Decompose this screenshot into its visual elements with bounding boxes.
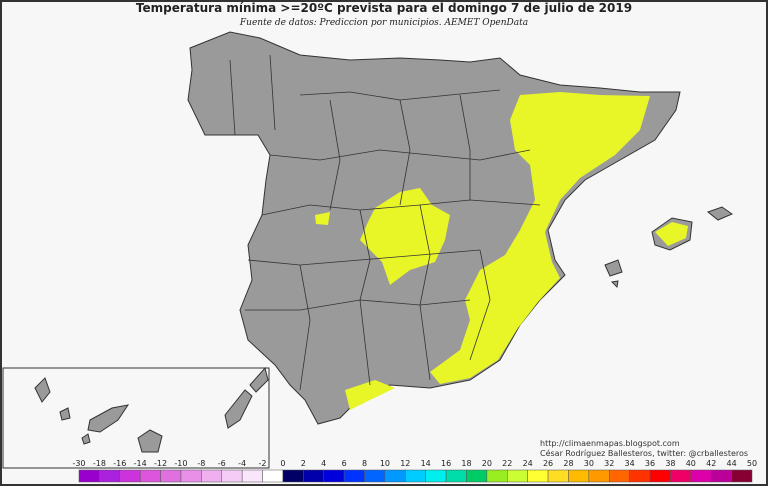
legend-label: -10 <box>174 459 187 468</box>
peninsula <box>187 31 681 425</box>
map-subtitle: Fuente de datos: Prediccion por municipi… <box>239 18 528 28</box>
warm-zone-east <box>430 92 650 384</box>
legend-label: 30 <box>584 459 594 468</box>
legend-label: 50 <box>747 459 757 468</box>
legend-label: 24 <box>523 459 533 468</box>
legend-swatch <box>201 469 223 483</box>
legend-swatch <box>568 469 590 483</box>
legend-swatch <box>262 469 284 483</box>
legend-label: 32 <box>604 459 614 468</box>
warm-zone-center <box>360 188 450 285</box>
legend-label: 36 <box>645 459 655 468</box>
legend-swatch <box>323 469 345 483</box>
legend-swatch <box>507 469 528 483</box>
legend-label: 38 <box>665 459 675 468</box>
legend-swatch <box>690 469 712 483</box>
legend-swatch <box>119 469 141 483</box>
legend-label: -16 <box>113 459 126 468</box>
province-borders <box>229 54 541 391</box>
legend-label: 22 <box>502 459 512 468</box>
legend-swatch <box>139 469 161 483</box>
legend-label: 18 <box>461 459 471 468</box>
legend-label: -18 <box>93 459 106 468</box>
credit-url: http://climaenmapas.blogspot.com <box>540 439 680 448</box>
legend-swatch <box>405 469 426 483</box>
legend-label: 12 <box>400 459 410 468</box>
legend-label: 44 <box>727 459 737 468</box>
legend-swatch <box>649 469 671 483</box>
legend-label: -2 <box>259 459 267 468</box>
legend-label: 20 <box>482 459 492 468</box>
canary-islands-inset <box>2 366 270 469</box>
legend-swatch <box>547 469 569 483</box>
legend-swatch <box>629 469 651 483</box>
color-legend: -30 -18 -16 -14 -12 -10 -8 -6 -4 -2 0 2 4 6 8 10 12 14 16 1… <box>72 459 757 483</box>
legend-label: 2 <box>301 459 306 468</box>
legend-swatch <box>180 469 202 483</box>
legend-label: 8 <box>362 459 367 468</box>
legend-label: -4 <box>238 459 246 468</box>
legend-swatch <box>486 469 508 483</box>
legend-label: 0 <box>280 459 285 468</box>
legend-label: -6 <box>218 459 226 468</box>
legend-label: 28 <box>563 459 573 468</box>
legend-label: 42 <box>706 459 716 468</box>
legend-label: -8 <box>197 459 205 468</box>
legend-label: 34 <box>625 459 635 468</box>
legend-swatch <box>731 469 753 483</box>
legend-swatch <box>425 469 447 483</box>
legend-swatch <box>608 469 630 483</box>
legend-swatch <box>241 469 263 483</box>
legend-label: 16 <box>441 459 451 468</box>
legend-swatch <box>670 469 692 483</box>
legend-label: -12 <box>154 459 167 468</box>
credit-author: César Rodríguez Ballesteros, twitter: @c… <box>540 448 748 458</box>
legend-swatch <box>364 469 386 483</box>
legend-swatch <box>282 469 304 483</box>
legend-label: 26 <box>543 459 553 468</box>
legend-swatch <box>588 469 610 483</box>
legend-swatch <box>710 469 732 483</box>
legend-label: 10 <box>380 459 390 468</box>
legend-swatch <box>99 469 121 483</box>
legend-swatch <box>303 469 324 483</box>
legend-label: 40 <box>686 459 696 468</box>
legend-label: 14 <box>421 459 431 468</box>
legend-swatch <box>221 469 243 483</box>
legend-label: -30 <box>72 459 85 468</box>
legend-swatch <box>384 469 406 483</box>
legend-swatch <box>466 469 488 483</box>
warm-zone-west <box>315 212 330 225</box>
map-title: Temperatura mínima >=20ºC prevista para … <box>136 1 632 15</box>
legend-swatch <box>78 469 100 483</box>
balearic-islands <box>604 206 734 289</box>
warm-zone-south <box>345 380 395 410</box>
legend-label: 4 <box>321 459 326 468</box>
legend-label: 6 <box>342 459 347 468</box>
legend-swatch <box>343 469 365 483</box>
legend-swatch <box>445 469 467 483</box>
legend-label: -14 <box>134 459 147 468</box>
legend-swatch <box>160 469 182 483</box>
legend-swatch <box>527 469 549 483</box>
